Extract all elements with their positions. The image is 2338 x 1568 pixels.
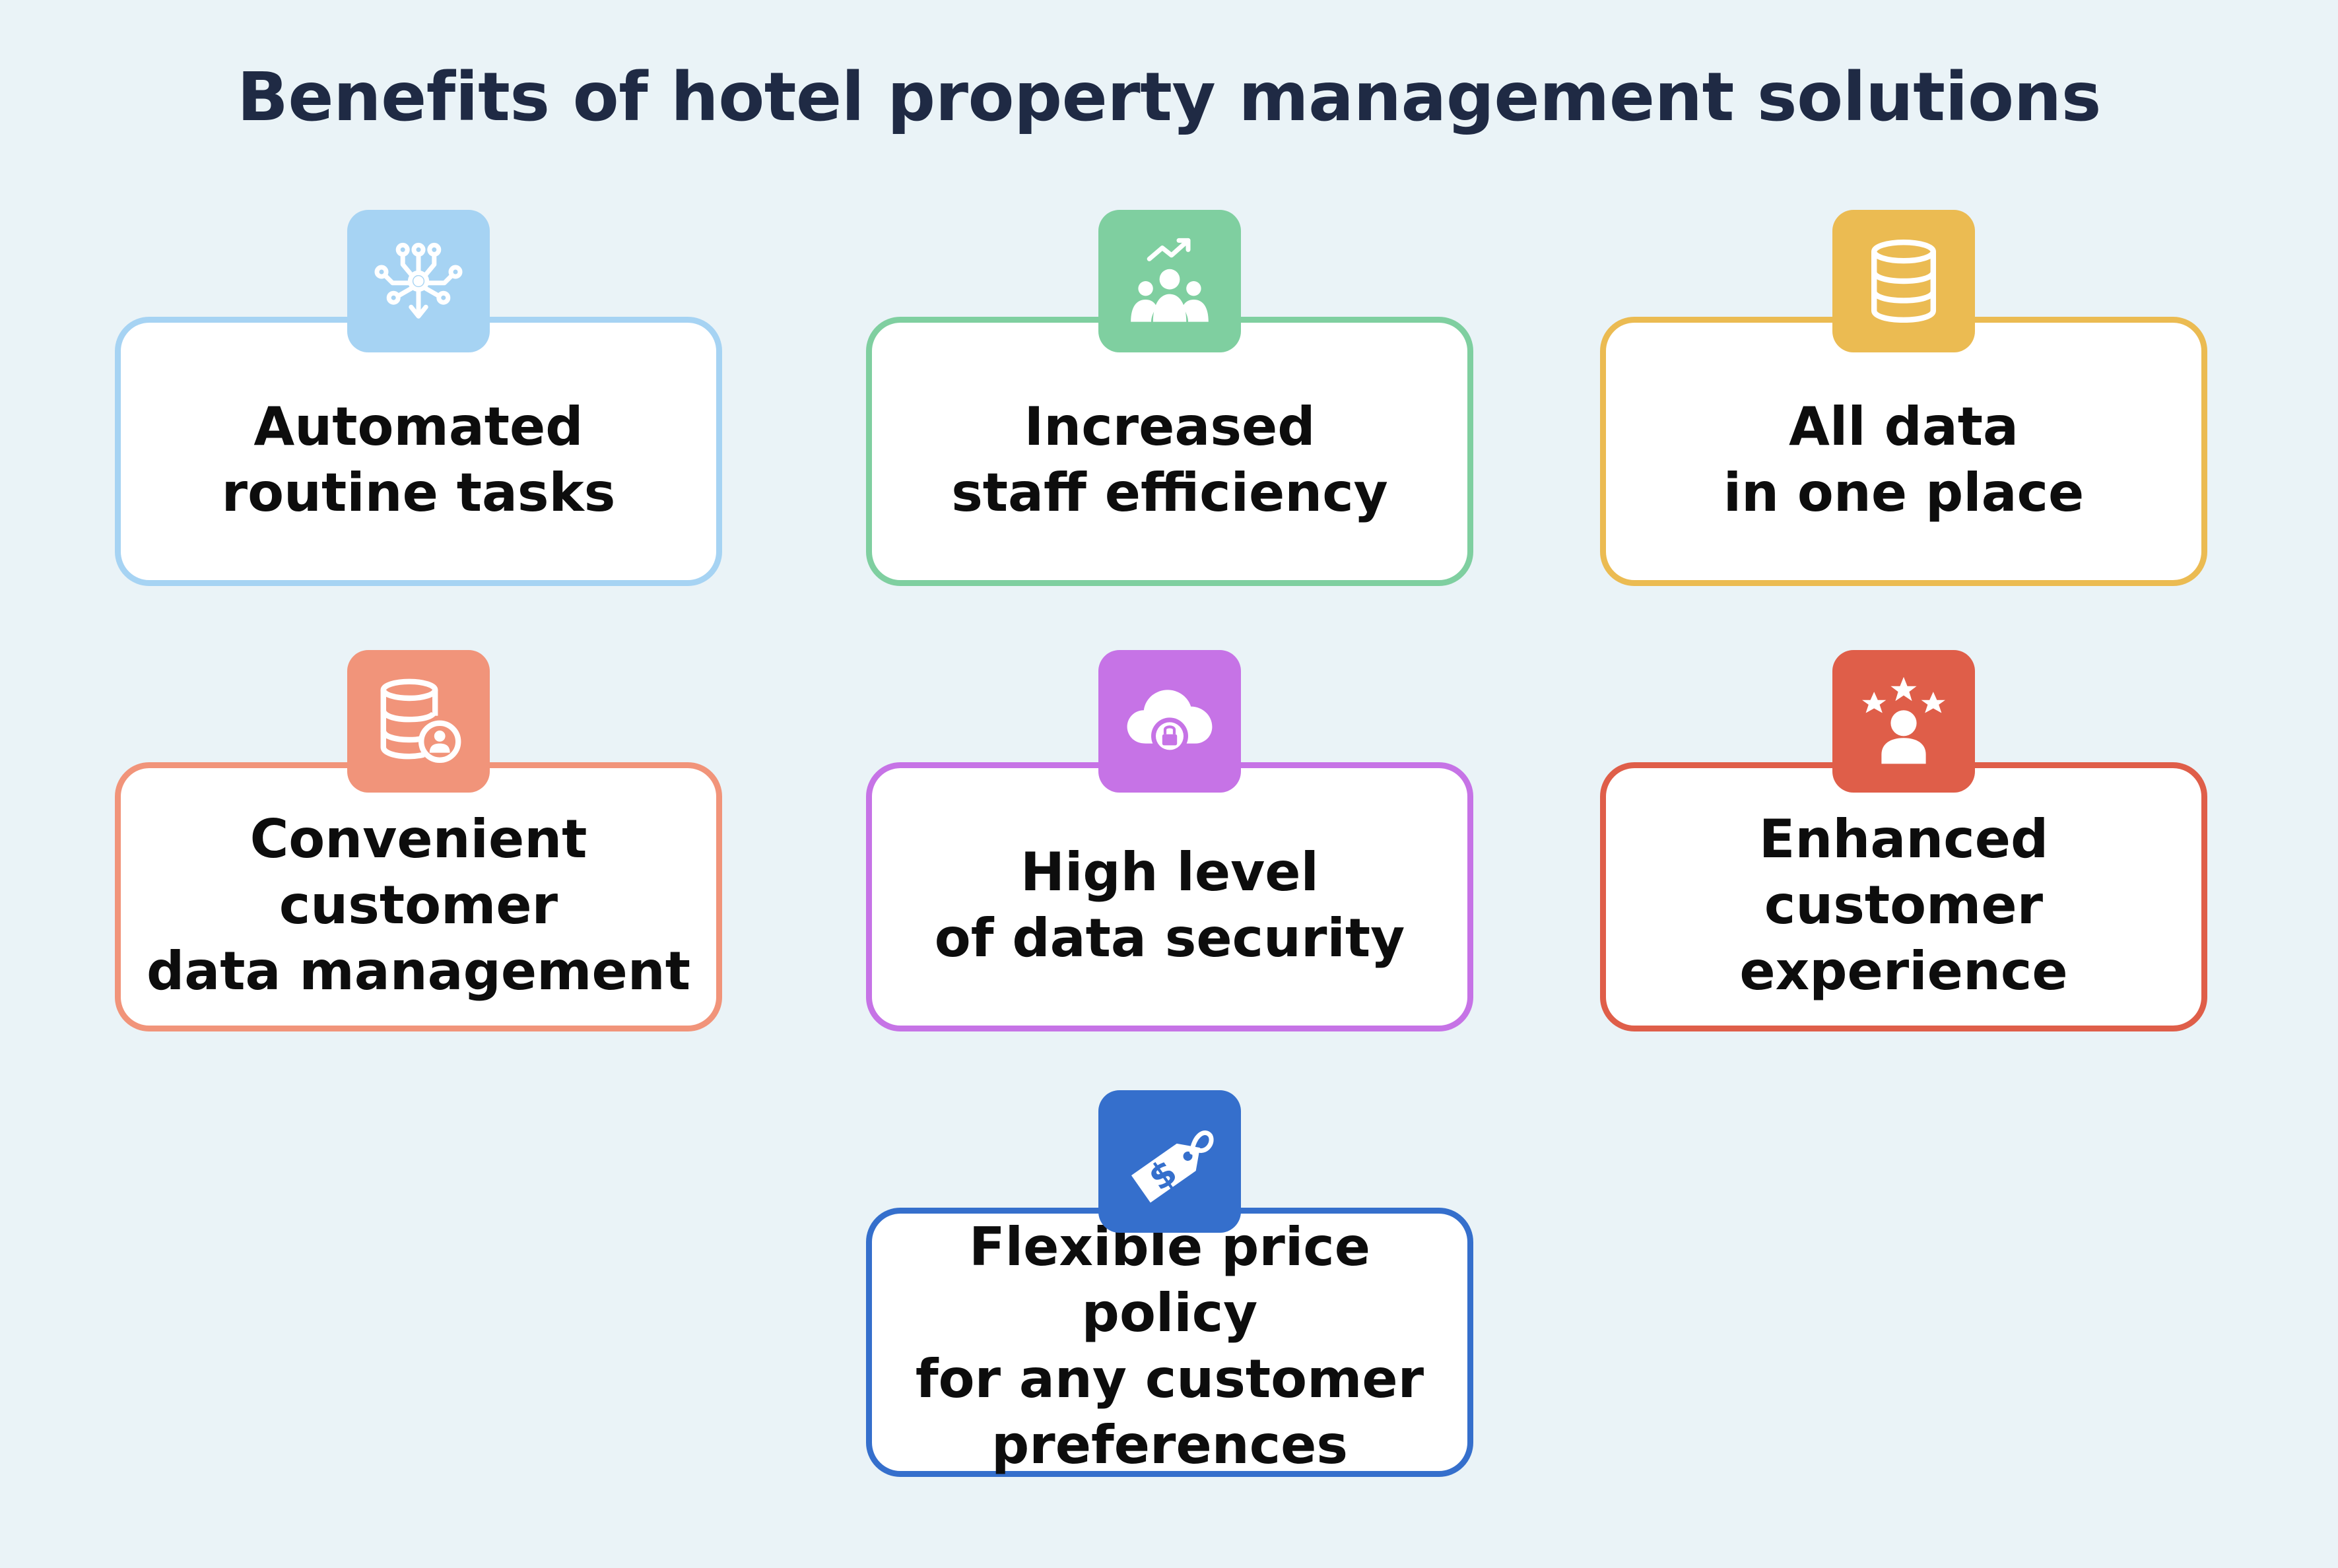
benefit-card-automated-tasks: Automated routine tasks	[115, 317, 722, 586]
cloud-lock-icon	[1127, 690, 1213, 755]
benefit-label: High level of data security	[934, 841, 1405, 969]
price-tag-icon-badge: $	[1098, 1090, 1241, 1233]
price-tag-icon: $	[1131, 1130, 1214, 1203]
benefit-card-all-data: All data in one place	[1600, 317, 2207, 586]
benefit-card-staff-efficiency: Increased staff efficiency	[866, 317, 1473, 586]
benefit-label: All data in one place	[1723, 396, 2085, 523]
benefit-label: Increased staff efficiency	[951, 396, 1388, 523]
automation-icon	[374, 242, 463, 319]
benefit-label: Convenient customer data management	[147, 808, 690, 1002]
benefit-label: Flexible price policy for any customer p…	[915, 1216, 1424, 1476]
team-growth-icon-badge	[1098, 210, 1241, 352]
database-icon	[1871, 240, 1936, 323]
benefit-card-price-policy: Flexible price policy for any customer p…	[866, 1208, 1473, 1477]
benefit-card-customer-data: Convenient customer data management	[115, 762, 722, 1031]
customer-rating-icon-badge	[1832, 650, 1975, 793]
customer-rating-icon	[1862, 676, 1945, 764]
benefit-label: Automated routine tasks	[221, 396, 616, 523]
benefit-label: Enhanced customer experience	[1739, 808, 2068, 1002]
cloud-lock-icon-badge	[1098, 650, 1241, 793]
customer-database-icon-badge	[347, 650, 490, 793]
customer-database-icon	[380, 678, 461, 763]
team-growth-icon	[1131, 238, 1209, 322]
benefit-card-data-security: High level of data security	[866, 762, 1473, 1031]
benefit-card-customer-experience: Enhanced customer experience	[1600, 762, 2207, 1031]
database-icon-badge	[1832, 210, 1975, 352]
automation-icon-badge	[347, 210, 490, 352]
page-title: Benefits of hotel property management so…	[237, 58, 2101, 137]
